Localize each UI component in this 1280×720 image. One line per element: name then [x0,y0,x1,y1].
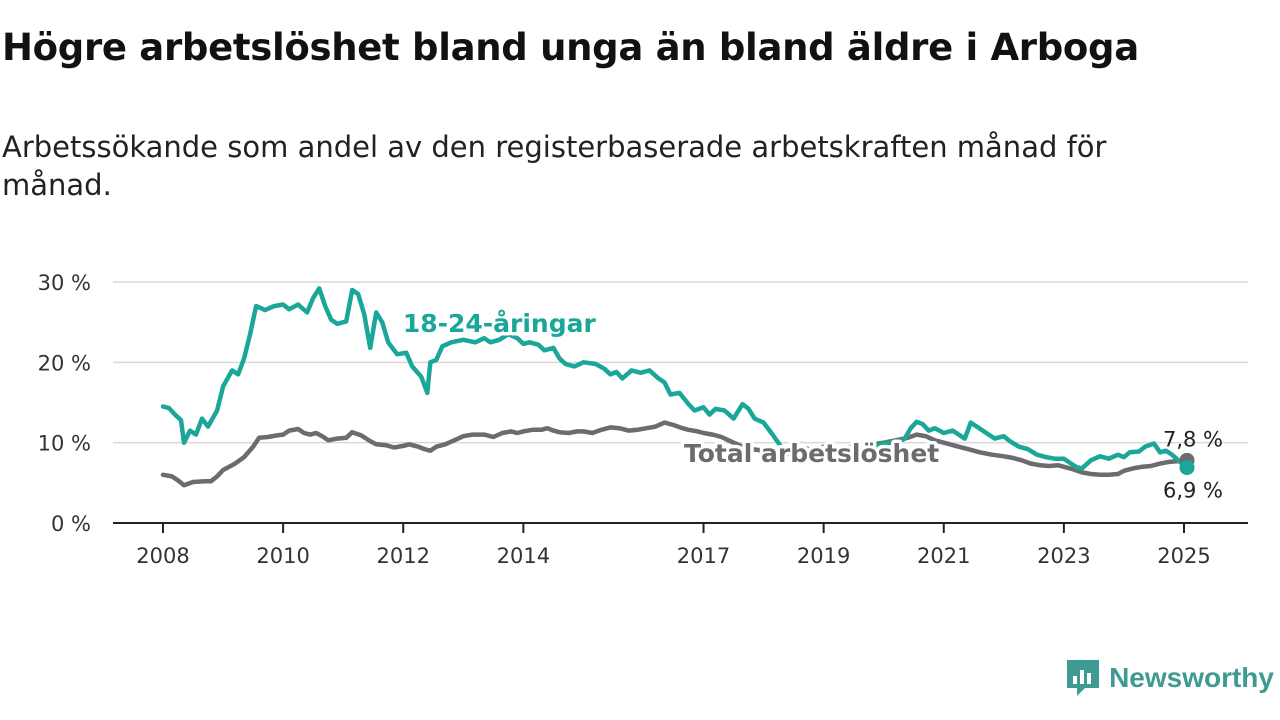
x-tick-label: 2014 [497,544,550,568]
end-label-youth: 6,9 % [1163,479,1223,503]
y-tick-label: 10 % [38,432,91,456]
y-tick-label: 30 % [38,271,91,295]
series-label-total-halo: Total arbetslöshet [684,439,939,468]
chart-title: Högre arbetslöshet bland unga än bland ä… [2,26,1139,69]
y-axis-ticks: 0 % 10 % 20 % 30 % [38,271,91,536]
end-label-total: 7,8 % [1163,427,1223,451]
newsworthy-logo-icon [1067,660,1100,696]
end-point-youth [1179,460,1195,476]
newsworthy-logo: Newsworthy [1065,658,1274,698]
x-tick-label: 2023 [1037,544,1090,568]
series-label-youth-halo: 18-24-åringar [403,309,597,338]
gridlines [113,281,1248,524]
series-label-youth: 18-24-åringar [403,309,597,338]
series-lines [160,286,1195,488]
series-line-total [160,420,1190,488]
x-tick-label: 2010 [256,544,309,568]
x-tick-label: 2017 [677,544,730,568]
chart-subtitle: Arbetssökande som andel av den registerb… [2,130,1107,202]
x-tick-label: 2008 [136,544,189,568]
brand-name: Newsworthy [1109,662,1274,693]
x-tick-label: 2012 [377,544,430,568]
x-tick-label: 2021 [917,544,970,568]
series-line-youth [160,286,1190,471]
x-tick-label: 2025 [1157,544,1210,568]
x-tick-label: 2019 [797,544,850,568]
y-tick-label: 20 % [38,351,91,375]
series-label-total: Total arbetslöshet [684,439,939,468]
y-tick-label: 0 % [51,512,91,536]
x-axis-ticks: 2008 2010 2012 2014 2017 2019 2021 2023 2025 [136,523,1211,568]
series-labels: 7,8 %6,9 %18-24-åringar18-24-åringarTota… [399,305,1223,503]
